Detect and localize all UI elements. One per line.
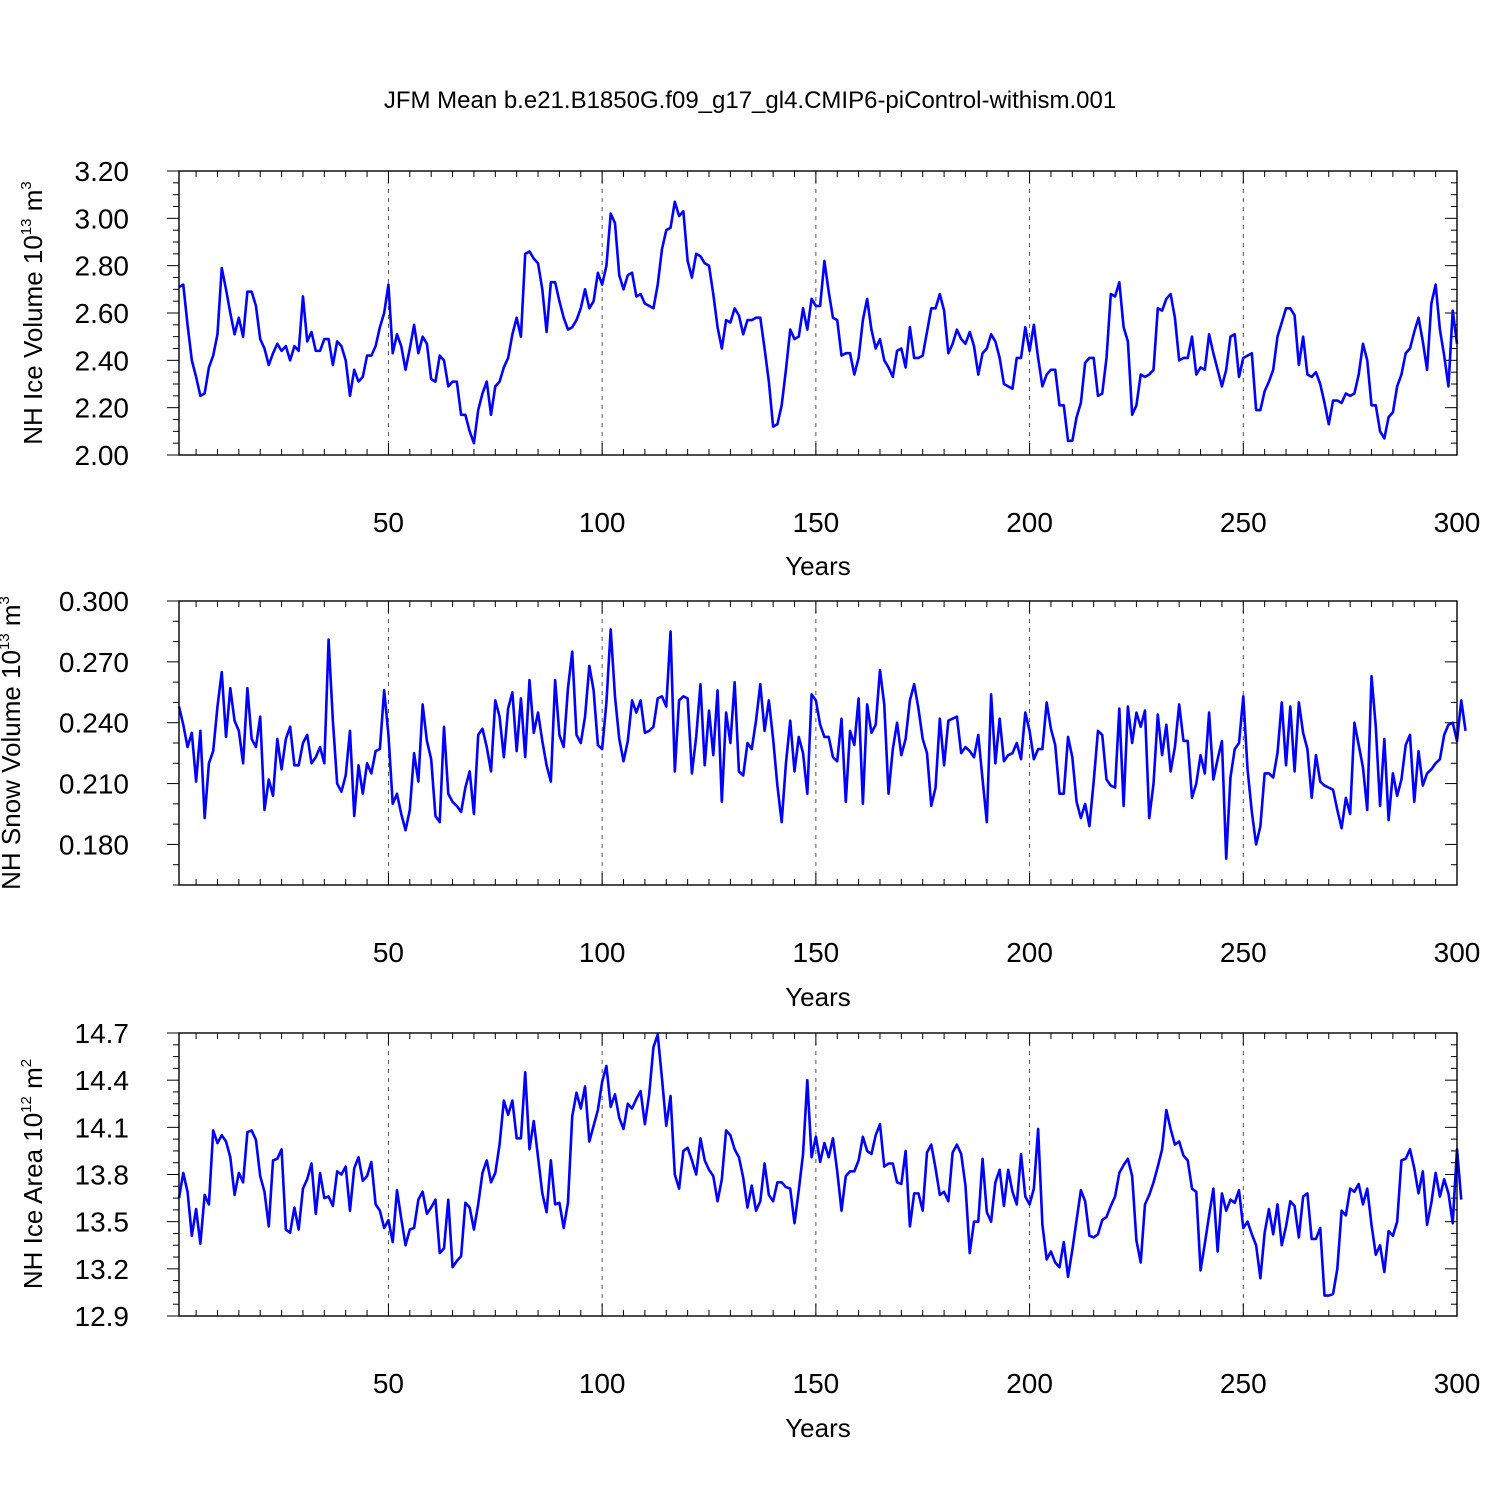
x-tick-label: 200 — [1006, 937, 1053, 968]
y-tick-label: 0.180 — [59, 829, 129, 860]
y-tick-label: 0.240 — [59, 708, 129, 739]
series-line — [178, 200, 1459, 445]
panel-snow-volume: Years NH Snow Volume 1013 m3 0.180 0.210 0… — [0, 586, 1480, 1012]
y-axis-title-exponent: 13 — [0, 633, 13, 650]
plot-frame — [178, 170, 1458, 456]
y-axis-title-unit-exponent: 3 — [18, 181, 35, 189]
x-tick-label: 100 — [579, 1368, 626, 1399]
y-axis-title-unit-exponent: 3 — [0, 596, 13, 604]
y-tick-label: 2.60 — [75, 298, 130, 329]
x-tick-label: 50 — [373, 507, 404, 538]
y-tick-label: 2.20 — [75, 393, 130, 424]
y-axis-title-exponent: 13 — [18, 218, 35, 235]
y-axis-title-unit-exponent: 2 — [18, 1059, 35, 1067]
y-axis-title: NH Ice Volume 1013 m3 — [18, 181, 48, 444]
panel-ice-volume: Years NH Ice Volume 1013 m3 2.00 2.20 2.40… — [18, 156, 1480, 581]
x-tick-label: 200 — [1006, 1368, 1053, 1399]
y-axis-title-main: NH Ice Volume 10 — [18, 235, 48, 445]
x-axis-title: Years — [785, 551, 851, 581]
y-tick-label: 14.4 — [75, 1065, 130, 1096]
x-tick-label: 300 — [1434, 937, 1481, 968]
y-axis-title-unit: m — [18, 190, 48, 219]
x-tick-label: 150 — [793, 507, 840, 538]
y-tick-label: 12.9 — [75, 1301, 130, 1332]
x-tick-label: 100 — [579, 937, 626, 968]
panel-ice-area: Years NH Ice Area 1012 m2 12.9 13.2 13.5 13… — [18, 1018, 1480, 1443]
x-tick-label: 300 — [1434, 507, 1481, 538]
x-tick-label: 300 — [1434, 1368, 1481, 1399]
y-tick-label: 0.270 — [59, 647, 129, 678]
x-tick-label: 50 — [373, 937, 404, 968]
y-tick-label: 2.40 — [75, 345, 130, 376]
y-tick-label: 3.00 — [75, 203, 130, 234]
y-tick-label: 13.5 — [75, 1207, 130, 1238]
y-axis-title-unit: m — [18, 1067, 48, 1096]
y-tick-label: 14.7 — [75, 1018, 130, 1049]
y-tick-label: 13.2 — [75, 1254, 130, 1285]
y-tick-label: 2.80 — [75, 251, 130, 282]
y-axis-title: NH Snow Volume 1013 m3 — [0, 596, 26, 890]
y-tick-label: 0.300 — [59, 586, 129, 617]
x-tick-label: 150 — [793, 937, 840, 968]
y-tick-label: 3.20 — [75, 156, 130, 187]
y-axis-title-unit: m — [0, 604, 26, 633]
x-tick-label: 150 — [793, 1368, 840, 1399]
y-axis-title-main: NH Ice Area 10 — [18, 1113, 48, 1289]
plot-frame — [178, 1032, 1458, 1317]
y-tick-label: 2.00 — [75, 440, 130, 471]
x-axis-title: Years — [785, 982, 851, 1012]
x-tick-label: 250 — [1220, 1368, 1267, 1399]
series-line — [177, 1033, 1463, 1297]
y-tick-label: 0.210 — [59, 769, 129, 800]
x-tick-label: 250 — [1220, 507, 1267, 538]
x-tick-label: 200 — [1006, 507, 1053, 538]
y-tick-label: 13.8 — [75, 1160, 130, 1191]
x-tick-label: 50 — [373, 1368, 404, 1399]
y-axis-title: NH Ice Area 1012 m2 — [18, 1059, 48, 1289]
x-tick-label: 250 — [1220, 937, 1267, 968]
plot-frame — [178, 600, 1458, 886]
figure-title: JFM Mean b.e21.B1850G.f09_g17_gl4.CMIP6-… — [384, 87, 1116, 114]
x-axis-title: Years — [785, 1413, 851, 1443]
y-axis-title-main: NH Snow Volume 10 — [0, 650, 26, 890]
y-axis-title-exponent: 12 — [18, 1096, 35, 1113]
y-tick-label: 14.1 — [75, 1112, 130, 1143]
series-line — [177, 628, 1467, 860]
x-tick-label: 100 — [579, 507, 626, 538]
